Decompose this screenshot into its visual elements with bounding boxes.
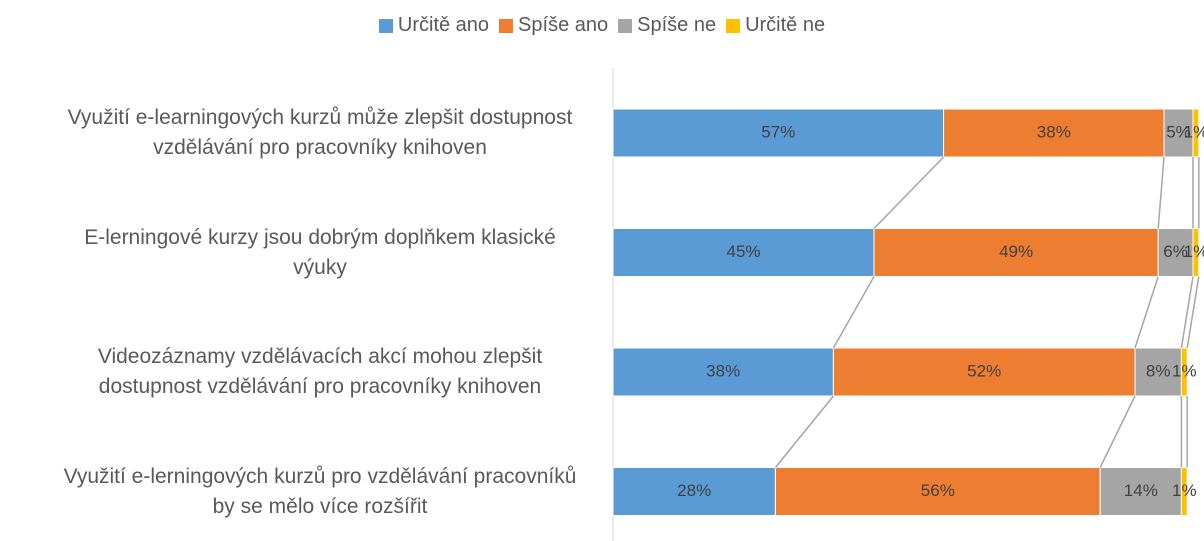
legend-label: Určitě ne bbox=[745, 14, 826, 36]
data-label: 38% bbox=[1037, 122, 1071, 141]
legend: Určitě ano Spíše ano Spíše ne Určitě ne bbox=[0, 14, 1204, 37]
legend-label: Určitě ano bbox=[397, 14, 490, 36]
bar-segment bbox=[612, 108, 945, 158]
data-label: 45% bbox=[726, 242, 760, 261]
data-label: 14% bbox=[1124, 481, 1158, 500]
legend-swatch bbox=[499, 18, 514, 33]
legend-swatch bbox=[726, 18, 741, 33]
legend-item: Spíše ne bbox=[618, 14, 716, 37]
data-label: 5% bbox=[1166, 122, 1191, 141]
bar-segment bbox=[1157, 228, 1194, 277]
series-line bbox=[1099, 395, 1136, 468]
category-label: E-lerningové kurzy jsou dobrým doplňkem … bbox=[84, 225, 556, 279]
bar-segment bbox=[1192, 228, 1200, 277]
data-label: 56% bbox=[921, 481, 955, 500]
data-label: 28% bbox=[677, 481, 711, 500]
bar-segment bbox=[1180, 347, 1188, 397]
bar-segment bbox=[1163, 108, 1194, 158]
bar-segment bbox=[774, 467, 1101, 516]
series-line bbox=[774, 395, 834, 468]
bar-segment bbox=[1099, 467, 1182, 516]
series-line bbox=[1186, 276, 1200, 349]
bar-segment bbox=[943, 108, 1165, 158]
bar-segment bbox=[612, 228, 875, 277]
data-label: 1% bbox=[1184, 242, 1204, 261]
series-line bbox=[832, 276, 875, 349]
legend-item: Určitě ano bbox=[378, 14, 490, 37]
data-label: 38% bbox=[706, 361, 740, 380]
series-line bbox=[1180, 276, 1194, 349]
legend-label: Spíše ano bbox=[518, 14, 609, 36]
data-label: 49% bbox=[999, 242, 1033, 261]
category-label: Využití e-learningových kurzů může zlepš… bbox=[67, 106, 573, 159]
category-label: Využití e-lerningových kurzů pro vzděláv… bbox=[63, 464, 577, 518]
legend-item: Určitě ne bbox=[726, 14, 825, 37]
legend-label: Spíše ne bbox=[637, 14, 717, 36]
data-label: 57% bbox=[761, 122, 795, 141]
data-label: 8% bbox=[1146, 361, 1171, 380]
series-line bbox=[1157, 156, 1165, 229]
series-line bbox=[1134, 276, 1159, 349]
data-label: 1% bbox=[1184, 122, 1204, 141]
data-label: 6% bbox=[1163, 242, 1188, 261]
legend-swatch bbox=[618, 18, 633, 33]
data-label: 52% bbox=[967, 361, 1001, 380]
bar-segment bbox=[612, 467, 776, 516]
legend-item: Spíše ano bbox=[499, 14, 608, 37]
bar-segment bbox=[612, 347, 834, 397]
bar-segment bbox=[873, 228, 1159, 277]
series-line bbox=[873, 156, 945, 230]
category-label: Videozáznamy vzdělávacích akcí mohou zle… bbox=[97, 345, 543, 398]
legend-swatch bbox=[378, 18, 393, 33]
data-label: 1% bbox=[1172, 361, 1197, 380]
bar-segment bbox=[832, 347, 1136, 397]
bar-segment bbox=[1180, 467, 1188, 516]
data-label: 1% bbox=[1172, 481, 1197, 500]
bar-segment bbox=[1192, 108, 1200, 158]
